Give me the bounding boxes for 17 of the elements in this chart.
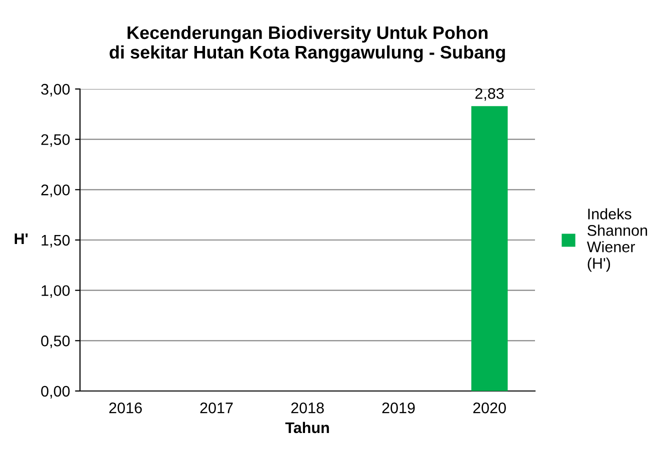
legend-label: Indeks Shannon Wiener (H') [586,208,648,272]
y-tick-label: 1,50 [42,234,70,248]
x-tick-label: 2018 [291,402,324,414]
x-tick-label: 2019 [382,402,415,414]
y-tick-label: 2,00 [41,184,70,198]
y-tick-label: 3,00 [41,84,70,96]
data-label: 2,83 [475,88,504,101]
y-axis-title: H' [14,233,28,244]
x-tick-label: 2017 [200,402,233,414]
y-tick-label: 2,50 [41,134,70,147]
y-tick-label: 1,00 [42,285,70,298]
x-axis-title: Tahun [285,422,329,434]
y-tick-label: 0,00 [41,386,70,398]
x-tick-label: 2016 [109,402,142,414]
y-tick-label: 0,50 [41,336,70,348]
x-tick-label: 2020 [473,402,506,414]
chart-title: Kecenderungan Biodiversity Untuk Pohon di sekitar Hutan Kota Ranggawulung - Subang [110,26,505,62]
